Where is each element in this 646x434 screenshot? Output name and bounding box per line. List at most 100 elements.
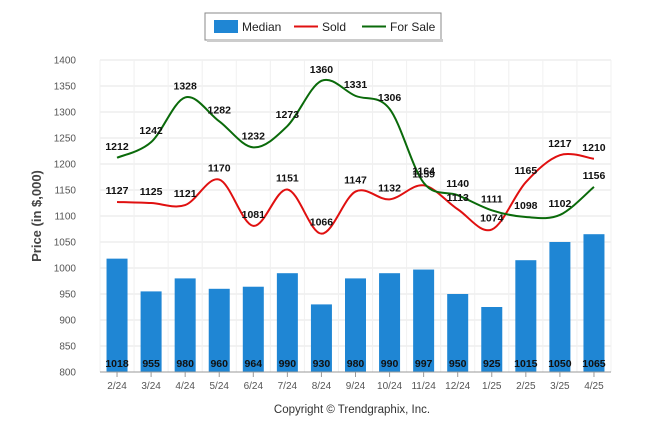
sold-data-label: 1147 xyxy=(344,175,367,187)
for-sale-data-label: 1212 xyxy=(105,141,129,153)
for-sale-data-label: 1328 xyxy=(173,80,197,92)
median-bar xyxy=(379,273,401,372)
sold-data-label: 1074 xyxy=(480,213,504,225)
legend-shadow xyxy=(207,39,443,42)
legend-frame xyxy=(204,12,442,41)
median-bar-label: 990 xyxy=(279,358,297,370)
sold-data-label: 1165 xyxy=(514,165,537,177)
median-bar-label: 955 xyxy=(142,358,160,370)
y-tick-label: 1300 xyxy=(54,108,77,119)
median-bar xyxy=(413,269,435,372)
x-tick-label: 3/25 xyxy=(550,381,570,392)
x-tick-label: 4/25 xyxy=(584,381,604,392)
x-tick-label: 1/25 xyxy=(482,381,502,392)
y-tick-label: 900 xyxy=(59,316,76,327)
y-tick-label: 1150 xyxy=(54,186,76,197)
for-sale-data-label: 1360 xyxy=(310,64,334,76)
median-bar xyxy=(447,294,469,372)
y-tick-label: 1000 xyxy=(54,264,77,275)
for-sale-data-label: 1273 xyxy=(276,109,300,121)
median-bar xyxy=(242,286,264,372)
sold-data-label: 1132 xyxy=(378,182,401,194)
for-sale-data-label: 1242 xyxy=(139,125,163,137)
for-sale-line xyxy=(116,78,595,220)
sold-data-label: 1210 xyxy=(582,142,606,154)
sold-data-label: 1151 xyxy=(276,172,299,184)
sold-data-label: 1125 xyxy=(140,186,163,198)
median-bar xyxy=(208,288,230,372)
median-bar-label: 950 xyxy=(449,358,467,370)
median-bar xyxy=(174,278,196,372)
x-tick-label: 9/24 xyxy=(346,381,366,392)
sold-data-label: 1170 xyxy=(208,163,231,175)
median-bar xyxy=(583,234,605,372)
legend-swatch-median xyxy=(214,20,238,33)
y-axis-label: Price (in $,000) xyxy=(29,170,44,262)
x-tick-label: 8/24 xyxy=(312,381,332,392)
for-sale-data-label: 1232 xyxy=(242,130,266,142)
y-tick-label: 800 xyxy=(59,368,76,379)
median-bar xyxy=(549,242,571,372)
x-tick-label: 7/24 xyxy=(278,381,298,392)
y-tick-label: 1350 xyxy=(54,82,77,93)
median-bar-label: 960 xyxy=(210,358,228,370)
median-bar-label: 990 xyxy=(381,358,399,370)
y-tick-label: 1100 xyxy=(54,212,76,223)
y-tick-label: 1250 xyxy=(54,134,77,145)
median-bar-label: 980 xyxy=(347,358,365,370)
for-sale-data-label: 1098 xyxy=(514,200,538,212)
y-tick-label: 1200 xyxy=(54,160,77,171)
legend-label-median: Median xyxy=(242,20,281,34)
sold-data-label: 1121 xyxy=(174,188,197,200)
median-bars xyxy=(106,234,605,372)
median-bar-label: 997 xyxy=(415,358,433,370)
x-tick-label: 10/24 xyxy=(377,381,402,392)
median-bar-label: 1018 xyxy=(105,358,129,370)
legend: Median Sold For Sale xyxy=(204,12,443,42)
grid xyxy=(99,59,612,373)
copyright-footer: Copyright © Trendgraphix, Inc. xyxy=(274,404,430,416)
x-tick-label: 2/25 xyxy=(516,381,536,392)
median-bar xyxy=(310,304,332,372)
x-tick-label: 5/24 xyxy=(209,381,229,392)
x-tick-label: 4/24 xyxy=(175,381,195,392)
sold-data-label: 1127 xyxy=(106,185,129,197)
line-series xyxy=(116,78,595,235)
x-tick-label: 6/24 xyxy=(244,381,264,392)
sold-data-label: 1113 xyxy=(447,192,469,204)
sold-line xyxy=(117,152,595,235)
y-tick-label: 1050 xyxy=(54,238,77,249)
for-sale-data-label: 1102 xyxy=(549,198,572,210)
x-tick-label: 2/24 xyxy=(107,381,127,392)
median-bar-label: 1015 xyxy=(514,358,538,370)
sold-data-label: 1081 xyxy=(242,209,266,221)
x-tick-label: 11/24 xyxy=(411,381,436,392)
median-bar xyxy=(106,258,128,372)
median-bar xyxy=(140,291,162,372)
for-sale-data-label: 1306 xyxy=(378,92,402,104)
for-sale-data-label: 1164 xyxy=(412,166,435,178)
axes: 800 850 900 950 1000 1050 1100 1150 1200 1250 1300… xyxy=(54,56,611,392)
data-labels: 1018 955 980 960 964 990 930 980 990 997 950 925 101… xyxy=(105,64,605,370)
for-sale-data-label: 1156 xyxy=(583,170,606,182)
y-tick-label: 950 xyxy=(59,290,76,301)
for-sale-data-label: 1140 xyxy=(446,178,469,190)
median-bar xyxy=(481,307,503,372)
median-bar-label: 925 xyxy=(483,358,501,370)
for-sale-data-label: 1331 xyxy=(344,79,368,91)
y-tick-label: 850 xyxy=(59,342,76,353)
median-bar-label: 1065 xyxy=(582,358,606,370)
sold-data-label: 1066 xyxy=(310,217,334,229)
sold-data-label: 1217 xyxy=(548,138,572,150)
median-bar xyxy=(345,278,366,372)
legend-label-sold: Sold xyxy=(322,20,346,34)
median-bar-label: 964 xyxy=(245,358,263,370)
x-tick-label: 3/24 xyxy=(141,381,161,392)
y-tick-label: 1400 xyxy=(54,56,77,67)
median-bar-label: 930 xyxy=(313,358,331,370)
legend-label-for-sale: For Sale xyxy=(390,20,436,34)
median-bar xyxy=(515,260,537,372)
x-tick-label: 12/24 xyxy=(445,381,470,392)
for-sale-data-label: 1282 xyxy=(208,104,232,116)
